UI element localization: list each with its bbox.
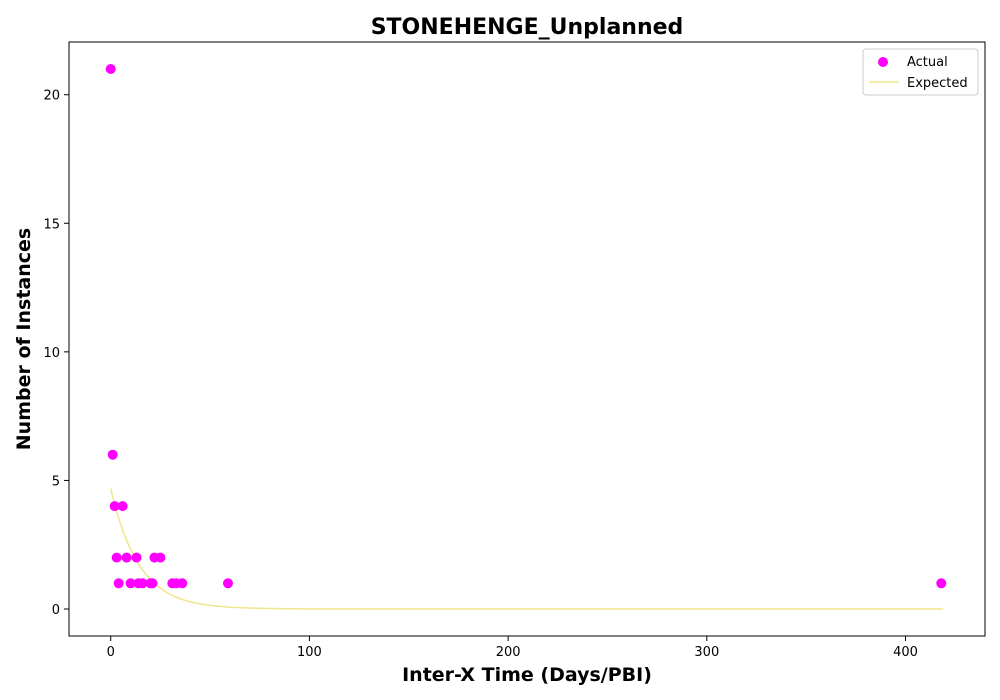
actual-data-point (125, 578, 136, 589)
legend-expected-label: Expected (907, 76, 968, 91)
x-axis-label: Inter-X Time (Days/PBI) (402, 664, 652, 686)
actual-data-point (131, 552, 142, 563)
actual-data-point (117, 501, 128, 512)
y-tick-label: 10 (43, 346, 60, 361)
x-tick-label: 100 (297, 645, 322, 660)
actual-data-point (113, 578, 124, 589)
actual-data-point (222, 578, 233, 589)
chart-title: STONEHENGE_Unplanned (371, 15, 684, 40)
actual-data-point (936, 578, 947, 589)
y-tick-label: 15 (43, 217, 60, 232)
x-tick-label: 300 (694, 645, 719, 660)
y-axis-label: Number of Instances (13, 228, 35, 450)
x-tick-label: 0 (107, 645, 115, 660)
x-axis-ticks: 0 100 200 300 400 (107, 636, 918, 660)
plot-frame (68, 41, 986, 637)
y-tick-label: 5 (52, 474, 60, 489)
x-tick-label: 200 (496, 645, 521, 660)
y-tick-label: 20 (43, 89, 60, 104)
x-tick-label: 400 (893, 645, 918, 660)
actual-data-point (177, 578, 188, 589)
actual-data-point (111, 552, 122, 563)
legend-actual-label: Actual (907, 55, 948, 70)
actual-data-point (137, 578, 148, 589)
actual-data-point (121, 552, 132, 563)
actual-data-point (147, 578, 158, 589)
y-axis-ticks: 0 5 10 15 20 (43, 89, 69, 618)
data-layer (105, 64, 947, 610)
actual-data-point (107, 449, 118, 460)
legend-box (862, 48, 979, 96)
expected-series-line (110, 488, 944, 610)
y-tick-label: 0 (52, 603, 60, 618)
actual-data-point (109, 501, 120, 512)
actual-data-point (105, 64, 116, 74)
actual-data-point (155, 552, 166, 563)
legend-actual-marker (878, 57, 888, 67)
legend: Actual Expected (862, 48, 979, 96)
